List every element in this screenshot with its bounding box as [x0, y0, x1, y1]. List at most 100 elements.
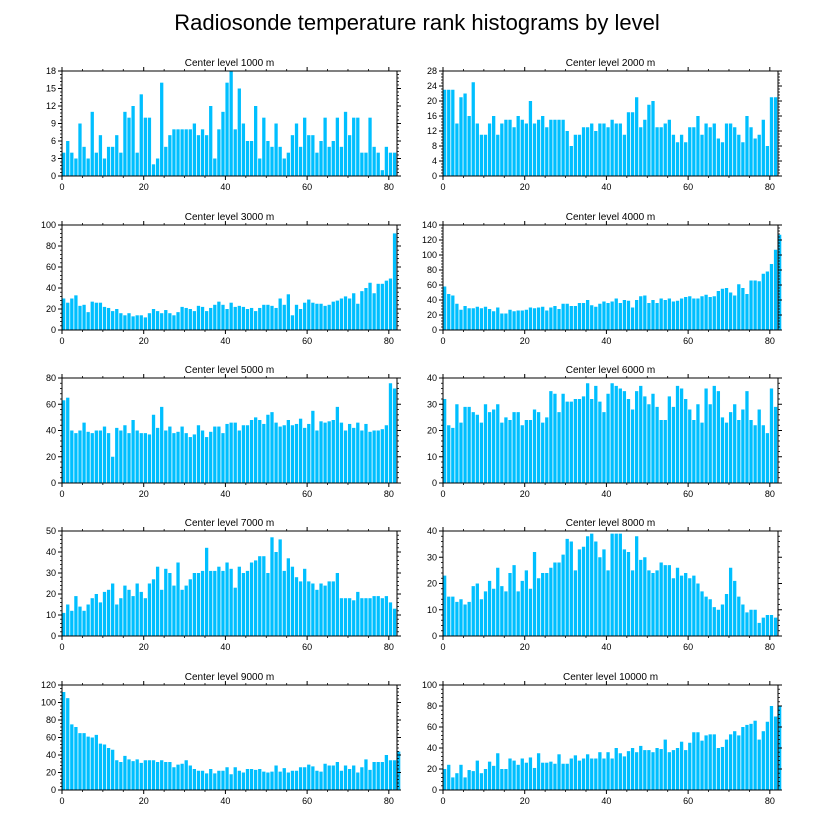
y-tick-label: 100 — [422, 250, 437, 260]
histogram-bar — [614, 533, 618, 637]
histogram-bar — [168, 135, 172, 176]
histogram-bar — [303, 117, 307, 176]
histogram-bar — [741, 727, 745, 790]
histogram-bar — [74, 295, 78, 330]
histogram-bar — [524, 309, 528, 330]
histogram-bar — [335, 117, 340, 176]
histogram-bar — [557, 119, 561, 176]
histogram-bar — [577, 549, 582, 637]
histogram-bar — [307, 135, 311, 176]
y-tick-label: 40 — [46, 283, 56, 293]
histogram-bar — [347, 423, 352, 483]
histogram-bar — [492, 588, 496, 636]
histogram-bar — [343, 598, 348, 636]
histogram-bar — [237, 430, 241, 483]
histogram-bar — [581, 546, 586, 636]
histogram-bar — [192, 434, 197, 483]
histogram-bar — [192, 769, 197, 790]
histogram-bar — [127, 433, 131, 484]
histogram-bar — [626, 399, 631, 483]
histogram-bar — [339, 146, 344, 176]
histogram-bar — [311, 410, 315, 483]
histogram-bar — [94, 152, 98, 176]
histogram-bar — [667, 119, 671, 176]
histogram-bar — [761, 425, 765, 483]
histogram-bar — [639, 385, 643, 484]
histogram-bar — [143, 433, 147, 484]
histogram-bar — [630, 112, 635, 176]
histogram-bar — [483, 404, 488, 483]
histogram-bar — [258, 307, 262, 330]
panel-title: Center level 6000 m — [566, 365, 656, 376]
histogram-bar — [692, 298, 696, 330]
histogram-bar — [483, 134, 488, 176]
histogram-bar — [749, 127, 753, 176]
histogram-bar — [131, 420, 135, 483]
histogram-bar — [443, 399, 447, 483]
histogram-bar — [635, 97, 639, 176]
histogram-bar — [475, 760, 479, 790]
histogram-bar — [233, 422, 237, 484]
histogram-bar — [254, 311, 258, 330]
y-tick-label: 0 — [432, 171, 437, 181]
histogram-bar — [90, 433, 94, 484]
histogram-bar — [82, 733, 86, 791]
histogram-bar — [180, 426, 184, 483]
histogram-bar — [241, 573, 246, 636]
histogram-bar — [376, 430, 380, 483]
histogram-bar — [520, 758, 524, 790]
histogram-bar — [487, 309, 492, 330]
histogram-bar — [528, 588, 533, 636]
histogram-bar — [753, 720, 757, 790]
histogram-bar — [492, 409, 496, 483]
histogram-bar — [176, 764, 180, 791]
histogram-bar — [447, 425, 451, 483]
histogram-bar — [221, 433, 225, 484]
histogram-bar — [360, 767, 364, 790]
histogram-bar — [643, 750, 647, 790]
histogram-bar — [82, 610, 86, 636]
histogram-bar — [475, 123, 479, 176]
histogram-bar — [143, 760, 147, 790]
y-tick-label: 40 — [46, 547, 56, 557]
histogram-bar — [769, 706, 774, 790]
histogram-bar — [74, 158, 78, 176]
histogram-bar — [737, 596, 741, 637]
histogram-bar — [290, 566, 295, 636]
histogram-bar — [704, 123, 708, 176]
histogram-bar — [278, 298, 282, 330]
histogram-bar — [115, 760, 119, 790]
histogram-bar — [704, 294, 708, 330]
histogram-bar — [598, 557, 602, 636]
histogram-bar — [188, 579, 192, 636]
histogram-bar — [196, 770, 201, 790]
histogram-bar — [696, 732, 700, 790]
histogram-bar — [745, 116, 749, 176]
histogram-bar — [643, 295, 647, 330]
panel-title: Center level 2000 m — [566, 58, 656, 69]
histogram-bar — [151, 164, 156, 176]
histogram-bar — [200, 430, 205, 483]
y-tick-label: 0 — [51, 631, 56, 641]
histogram-bar — [196, 305, 201, 330]
histogram-bar — [343, 296, 348, 330]
histogram-bar — [549, 307, 553, 330]
histogram-bar — [123, 315, 127, 330]
histogram-bar — [262, 304, 266, 330]
histogram-bar — [720, 142, 725, 176]
histogram-bar — [270, 537, 274, 636]
histogram-bar — [643, 557, 647, 636]
histogram-bar — [98, 602, 103, 636]
histogram-bar — [492, 116, 496, 176]
x-tick-label: 20 — [520, 642, 530, 652]
y-tick-label: 0 — [51, 785, 56, 795]
histogram-bar — [492, 765, 496, 790]
histogram-bar — [549, 761, 553, 790]
histogram-bar — [753, 280, 757, 330]
histogram-bar — [504, 119, 508, 176]
histogram-bar — [278, 771, 282, 791]
histogram-bar — [504, 313, 508, 330]
y-tick-label: 100 — [41, 698, 56, 708]
histogram-bar — [757, 281, 761, 330]
histogram-bar — [561, 763, 565, 790]
